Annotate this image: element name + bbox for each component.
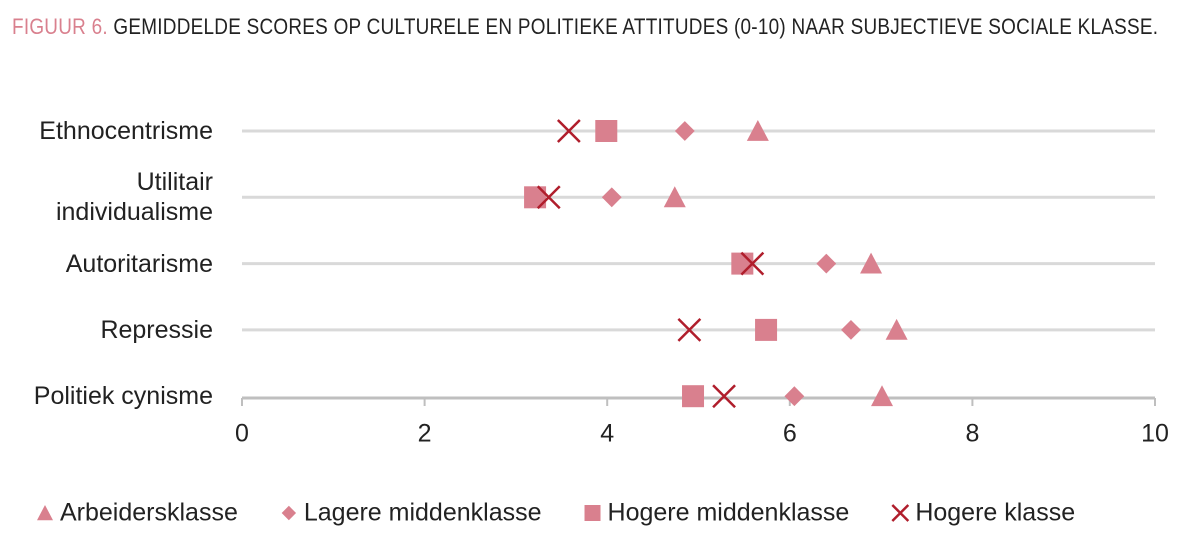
data-point	[816, 253, 837, 274]
x-tick-label: 10	[1141, 420, 1169, 448]
data-point	[524, 186, 547, 209]
data-point	[556, 119, 581, 143]
legend-marker	[37, 505, 53, 521]
x-tick-label: 8	[965, 420, 979, 448]
data-point	[746, 120, 769, 141]
data-point	[663, 186, 686, 208]
data-point	[674, 121, 695, 141]
data-point	[677, 318, 702, 342]
x-tick-label: 2	[418, 420, 432, 448]
category-label: Politiek cynisme	[33, 382, 213, 411]
data-point	[731, 252, 754, 275]
chart-title-block: FIGUUR 6. GEMIDDELDE SCORES OP CULTURELE…	[12, 12, 1182, 42]
legend-label: Hogere klasse	[915, 499, 1075, 527]
x-tick-label: 6	[783, 420, 797, 448]
chart-title: GEMIDDELDE SCORES OP CULTURELE EN POLITI…	[113, 14, 1159, 39]
data-point	[595, 120, 618, 142]
data-point	[536, 185, 561, 210]
data-point	[784, 386, 805, 407]
data-point	[712, 384, 736, 409]
legend-marker	[891, 504, 910, 522]
legend-label: Hogere middenklasse	[608, 499, 850, 527]
legend-label: Lagere middenklasse	[304, 499, 542, 527]
data-point	[682, 385, 705, 408]
category-label: Utilitair individualisme	[55, 168, 213, 227]
data-point	[885, 318, 908, 340]
title-prefix: FIGUUR 6.	[12, 14, 108, 39]
category-label: Repressie	[100, 315, 213, 344]
legend-label: Arbeidersklasse	[60, 499, 238, 527]
data-point	[755, 318, 778, 341]
data-point	[871, 385, 894, 407]
data-point	[601, 187, 622, 208]
data-point	[740, 251, 765, 276]
x-tick-label: 4	[600, 420, 614, 448]
data-point	[841, 320, 861, 340]
data-point	[860, 252, 883, 274]
category-label: Ethnocentrisme	[39, 117, 213, 145]
legend-marker	[584, 505, 601, 521]
category-label: Autoritarisme	[65, 249, 213, 278]
x-tick-label: 0	[235, 420, 249, 448]
legend-marker	[281, 505, 297, 521]
